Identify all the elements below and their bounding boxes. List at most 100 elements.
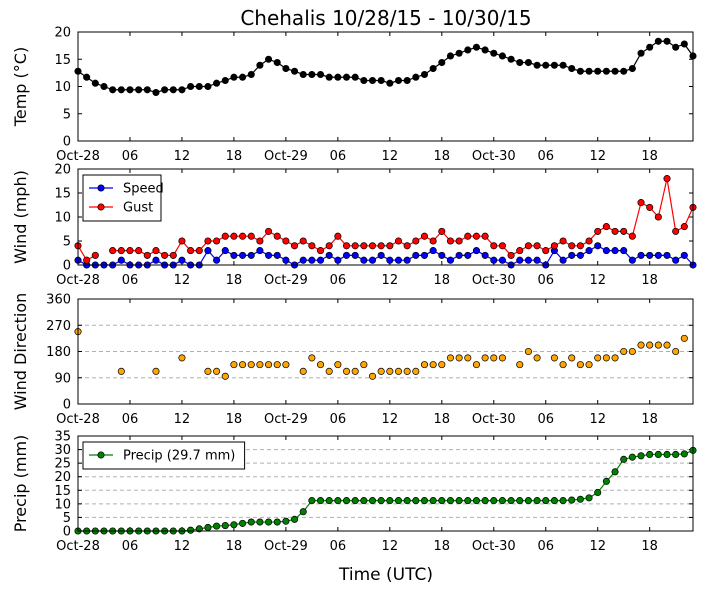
data-point [342,73,351,81]
x-tick-label: 12 [589,539,606,554]
data-point [299,256,307,264]
x-tick-label: 18 [641,539,658,554]
data-point [680,223,688,231]
data-point [507,497,515,505]
data-point [109,86,117,94]
data-point [230,251,238,259]
data-point [637,199,645,207]
data-point [490,49,498,57]
x-tick-label: Oct-30 [472,149,516,164]
data-point [628,232,636,240]
data-point [620,227,628,235]
data-point [429,64,437,73]
data-point [247,518,255,526]
data-point [637,452,645,460]
plot-frame [77,435,694,532]
data-point [602,354,610,362]
data-point [672,256,680,264]
x-tick-label: Oct-29 [264,412,308,427]
data-point [550,242,558,250]
data-point [672,227,680,235]
legend-box [82,174,162,222]
data-point [455,251,463,259]
data-point [213,522,221,530]
plot-frame [77,31,694,142]
data-point [594,67,602,75]
data-point [472,247,481,255]
data-point [308,354,316,362]
x-tick-label: 12 [174,273,191,288]
y-tick-label: 10 [54,80,71,95]
data-point [377,367,385,375]
data-point [143,251,151,259]
data-point [187,247,195,255]
data-point [654,37,662,45]
data-point [472,361,481,369]
data-point [204,237,212,245]
data-point [568,64,576,73]
data-point [325,73,333,81]
plot-frame [77,298,694,405]
y-tick-label: 0 [63,259,71,274]
x-tick-label: 18 [226,273,243,288]
data-point [342,497,351,505]
x-tick-label: Oct-28 [56,273,100,288]
data-point [143,86,151,94]
data-point [455,49,463,57]
x-tick-label: 18 [226,412,243,427]
data-point [654,251,662,259]
data-point [282,517,290,525]
data-point [429,361,437,369]
data-point [524,256,532,264]
data-point [117,367,125,375]
data-point [282,256,290,264]
data-point [83,256,91,264]
x-tick-label: 18 [641,273,658,288]
data-point [680,334,688,342]
data-point [516,361,524,369]
x-tick-label: 06 [122,412,139,427]
data-point [394,237,403,245]
x-tick-label: 06 [122,273,139,288]
legend: Precip (29.7 mm) [82,441,246,470]
x-tick-label: 18 [434,539,451,554]
data-point [568,354,576,362]
data-point [351,497,359,505]
data-point [256,361,264,369]
data-point [239,519,247,527]
data-point [386,79,394,87]
data-point [325,497,333,505]
data-point [221,372,229,380]
data-point [187,526,195,534]
x-tick-label: 06 [122,149,139,164]
data-point [620,247,628,255]
data-point [195,247,203,255]
data-point [637,49,645,57]
data-point [481,354,489,362]
y-tick-label: 15 [54,484,71,499]
x-tick-label: 12 [382,412,399,427]
series-line [77,40,694,94]
data-point [282,64,290,73]
legend: Speed Gust [82,174,164,222]
data-point [290,242,299,250]
data-point [507,55,515,63]
data-point [481,232,489,240]
data-point [498,354,506,362]
data-point [412,367,420,375]
data-point [576,495,584,503]
data-point [368,76,377,85]
data-point [221,76,229,85]
data-point [490,354,498,362]
y-axis-label: Wind (mph) [11,170,30,264]
data-point [109,247,117,255]
data-point [663,251,671,259]
data-point [351,251,359,259]
x-tick-label: 18 [434,149,451,164]
data-point [247,232,255,240]
y-tick-label: 180 [46,345,71,360]
data-point [672,450,680,459]
data-point [498,497,506,505]
data-point [316,70,325,79]
x-tick-label: 18 [434,412,451,427]
